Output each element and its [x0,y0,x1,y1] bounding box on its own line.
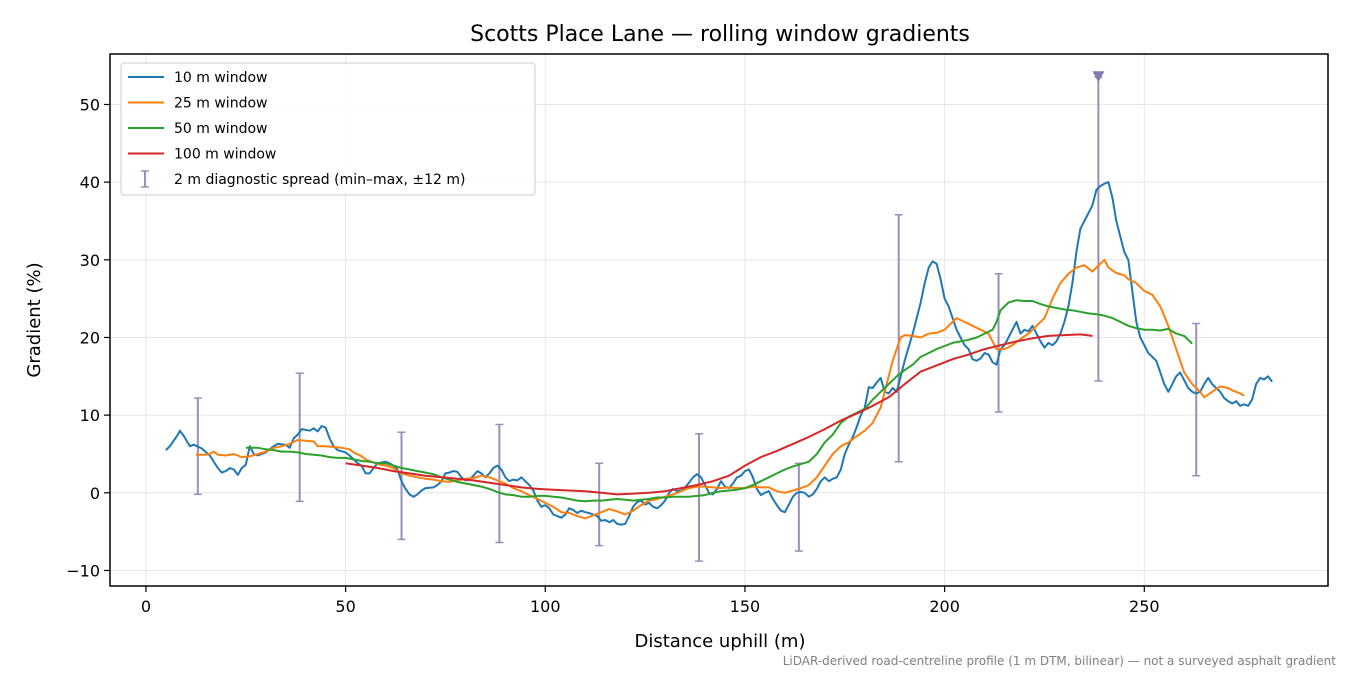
series-line [345,333,1093,496]
y-tick-label: 10 [80,406,100,425]
series-line [195,258,1245,520]
series-lines [165,71,1273,526]
x-tick-label: 100 [530,597,561,616]
y-tick-label: 50 [80,95,100,114]
legend-label: 25 m window [174,96,267,112]
x-tick-label: 250 [1129,597,1160,616]
y-tick-label: 30 [80,251,100,270]
y-tick-label: 40 [80,173,100,192]
chart-title: Scotts Place Lane — rolling window gradi… [470,22,970,47]
y-axis-title: Gradient (%) [24,262,45,377]
x-axis-title: Distance uphill (m) [635,631,806,652]
legend-label: 100 m window [174,147,276,163]
x-tick-label: 50 [335,597,355,616]
grid [110,54,1328,586]
axis-ticks: 0 50 100 150 200 250 −10 0 10 20 30 40 50 [66,95,1159,616]
legend-box [120,62,536,196]
y-tick-label: −10 [66,561,100,580]
legend-label: 10 m window [174,70,267,86]
series-line [165,181,1273,526]
legend-label: 2 m diagnostic spread (min–max, ±12 m) [174,172,465,188]
x-tick-label: 200 [929,597,960,616]
legend: 10 m window 25 m window 50 m window 100 m w… [120,62,536,196]
max-marker [1092,71,1105,83]
legend-label: 50 m window [174,121,267,137]
x-tick-label: 150 [730,597,761,616]
y-tick-label: 0 [90,484,100,503]
plot-frame [109,53,1329,587]
series-line [245,299,1193,503]
footnote: LiDAR-derived road-centreline profile (1… [783,654,1337,668]
y-tick-label: 20 [80,328,100,347]
x-tick-label: 0 [141,597,151,616]
